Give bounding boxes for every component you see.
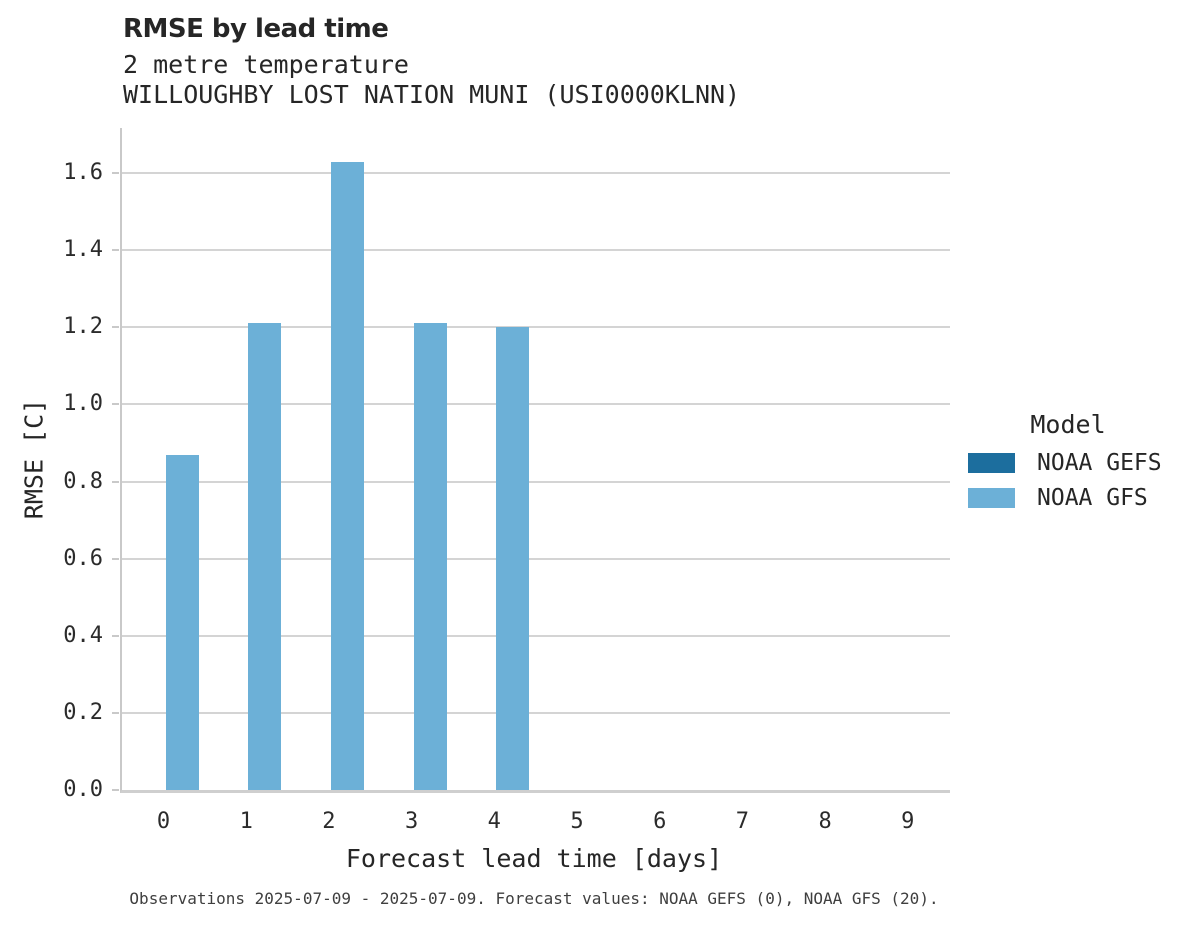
y-tick-label: 1.4 xyxy=(63,237,103,263)
gridline-y-0.8 xyxy=(122,480,950,483)
chart-title: RMSE by lead time xyxy=(123,14,389,44)
y-tick-label: 0.0 xyxy=(63,777,103,802)
gridline-y-1.4 xyxy=(122,249,950,252)
y-tick-label: 1.0 xyxy=(63,391,103,417)
legend-label: NOAA GEFS xyxy=(1037,450,1162,476)
y-tick-mark xyxy=(112,403,119,406)
x-tick-label: 9 xyxy=(901,809,915,834)
gridline-y-1.6 xyxy=(122,172,950,175)
x-tick-label: 6 xyxy=(653,809,667,834)
x-tick-label: 3 xyxy=(404,809,419,834)
legend-entry-noaa-gfs: NOAA GFS xyxy=(968,485,1168,511)
legend-entry-noaa-gefs: NOAA GEFS xyxy=(968,450,1168,476)
gridline-y-1.2 xyxy=(122,326,950,329)
footer-caption: Observations 2025-07-09 - 2025-07-09. Fo… xyxy=(129,889,939,908)
y-tick-mark xyxy=(112,557,119,560)
legend-title: Model xyxy=(1030,410,1106,439)
y-tick-label: 1.6 xyxy=(63,160,103,186)
y-tick-mark xyxy=(112,634,119,637)
bar-noaa-gfs-day-4 xyxy=(496,327,530,790)
y-tick-mark xyxy=(112,326,119,329)
x-tick-label: 2 xyxy=(322,809,336,834)
y-tick-mark xyxy=(112,172,119,175)
gridline-y-0.4 xyxy=(122,634,950,637)
gridline-y-1 xyxy=(122,403,950,406)
legend-swatch xyxy=(968,488,1015,508)
y-tick-mark xyxy=(112,711,119,714)
y-tick-label: 0.4 xyxy=(63,622,103,648)
x-tick-label: 4 xyxy=(487,809,501,834)
chart-subtitle-variable: 2 metre temperature xyxy=(123,50,409,79)
legend: Model NOAA GEFS NOAA GFS xyxy=(968,410,1168,523)
x-tick-label: 5 xyxy=(570,809,584,834)
plot-area xyxy=(120,128,950,793)
legend-label: NOAA GFS xyxy=(1037,485,1148,511)
bar-noaa-gfs-day-3 xyxy=(413,323,447,790)
x-axis-title: Forecast lead time [days] xyxy=(345,844,723,873)
y-tick-mark xyxy=(112,249,119,252)
y-tick-label: 0.6 xyxy=(63,545,103,571)
y-tick-mark xyxy=(112,789,119,791)
gridline-y-0.2 xyxy=(122,711,950,714)
y-tick-mark xyxy=(112,480,119,483)
gridline-y-0.6 xyxy=(122,557,950,560)
x-tick-label: 1 xyxy=(239,809,253,834)
y-tick-label: 0.8 xyxy=(63,468,103,494)
legend-entries: NOAA GEFS NOAA GFS xyxy=(968,450,1168,511)
x-tick-label: 7 xyxy=(735,809,750,834)
y-tick-label: 0.2 xyxy=(63,699,103,725)
x-tick-label: 0 xyxy=(156,809,171,834)
bar-noaa-gfs-day-2 xyxy=(330,161,364,790)
bar-noaa-gfs-day-1 xyxy=(248,323,282,790)
y-tick-label: 1.2 xyxy=(63,314,103,340)
x-tick-label: 8 xyxy=(818,809,832,834)
bar-noaa-gfs-day-0 xyxy=(165,454,199,790)
chart-subtitle-station: WILLOUGHBY LOST NATION MUNI (USI0000KLNN… xyxy=(123,80,741,109)
legend-swatch xyxy=(968,453,1015,473)
